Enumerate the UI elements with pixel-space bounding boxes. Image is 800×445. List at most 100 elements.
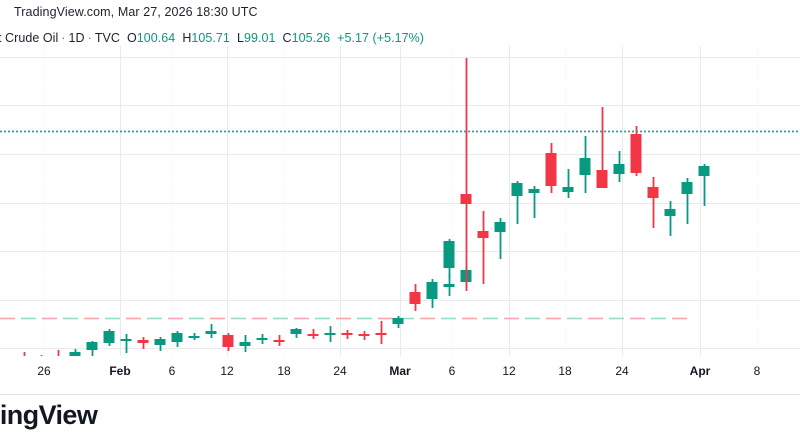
candle-body	[511, 183, 523, 196]
candle-body	[698, 166, 710, 176]
price-chart-plot[interactable]	[0, 46, 800, 356]
candle	[579, 136, 591, 193]
legend-close-key: C	[282, 31, 292, 45]
candle	[103, 329, 115, 346]
candle-body	[273, 340, 285, 342]
candle-body	[188, 336, 200, 338]
candle-body	[579, 158, 591, 175]
candle	[57, 350, 60, 356]
legend-symbol: ent Crude Oil	[0, 31, 59, 45]
candle	[562, 169, 574, 198]
candle-body	[205, 331, 217, 334]
candle-body	[358, 334, 370, 336]
x-axis-tick-label: 24	[615, 364, 629, 378]
candle-body	[69, 352, 81, 356]
legend-open-value: 100.64	[136, 31, 176, 45]
candle	[341, 330, 353, 339]
candle	[494, 218, 506, 259]
candle-body	[137, 340, 149, 343]
candle	[256, 334, 268, 344]
candle	[154, 337, 166, 351]
legend-high-value: 105.71	[191, 31, 230, 45]
candle-body	[630, 134, 642, 173]
candle-body	[222, 335, 234, 347]
candle-body	[239, 342, 251, 346]
chart-legend: ent Crude Oil·1D·TVCO100.64H105.71L99.01…	[0, 31, 424, 45]
tradingview-watermark: dingView	[0, 400, 98, 430]
legend-high-key: H	[182, 31, 192, 45]
candle-body	[460, 194, 472, 204]
candle	[596, 107, 608, 188]
candle	[358, 331, 370, 340]
candle-body	[681, 182, 693, 194]
candle	[86, 341, 98, 356]
candle-body	[545, 153, 557, 186]
source-attribution: TradingView.com, Mar 27, 2026 18:30 UTC	[14, 5, 258, 19]
candle	[188, 333, 200, 340]
candle	[205, 324, 217, 338]
candle-body	[392, 318, 404, 324]
x-axis-tick-label: 12	[502, 364, 516, 378]
candle-body	[647, 187, 659, 198]
candle	[681, 178, 693, 224]
candle-body	[256, 338, 268, 340]
candle-body	[324, 333, 336, 335]
candle	[511, 181, 523, 224]
candle-body	[375, 333, 387, 335]
candle	[137, 337, 149, 349]
candle	[392, 316, 404, 328]
x-axis-tick-label: 18	[558, 364, 572, 378]
candle-body	[562, 187, 574, 192]
candle-body	[477, 231, 489, 238]
candle	[613, 151, 625, 182]
candle-body	[290, 329, 302, 334]
candle	[443, 239, 455, 278]
candle-body	[307, 334, 319, 336]
candle-body	[443, 284, 455, 287]
legend-low-key: L	[236, 31, 244, 45]
candle	[273, 335, 285, 346]
candle	[307, 329, 319, 339]
x-axis-tick-label: 12	[220, 364, 234, 378]
candle-body	[120, 339, 132, 341]
candle	[647, 177, 659, 228]
candle	[528, 186, 540, 218]
x-axis-tick-label: 18	[277, 364, 291, 378]
legend-open-key: O	[126, 31, 137, 45]
candle-body	[528, 189, 540, 193]
candle-body	[443, 241, 455, 268]
legend-low-value: 99.01	[243, 31, 276, 45]
axis-separator	[0, 394, 800, 395]
candlestick-svg	[0, 46, 800, 356]
candle	[120, 334, 132, 353]
candle-body	[613, 164, 625, 174]
candle-body	[426, 282, 438, 299]
x-axis-tick-label: Feb	[109, 364, 131, 378]
candle-body	[171, 333, 183, 342]
time-axis[interactable]: 26 Feb 6 12 18 24 Mar 6 12 18 24 Apr 8	[0, 356, 800, 396]
x-axis-tick-label: 8	[753, 364, 761, 378]
candle	[426, 279, 438, 308]
candle	[545, 143, 557, 193]
candle-body	[86, 342, 98, 350]
legend-separator-2: ·	[87, 31, 92, 45]
candle	[23, 352, 26, 356]
candle-body	[154, 339, 166, 345]
candle-body	[494, 222, 506, 232]
candle	[171, 331, 183, 347]
x-axis-tick-label: 6	[448, 364, 456, 378]
candle-body	[409, 292, 421, 304]
legend-exchange: TVC	[94, 31, 120, 45]
x-axis-tick-label: 24	[333, 364, 347, 378]
legend-separator-1: ·	[61, 31, 66, 45]
candle	[409, 284, 421, 311]
candle-body	[103, 331, 115, 343]
candle	[290, 328, 302, 338]
candle	[324, 326, 336, 342]
candle	[698, 164, 710, 206]
x-axis-tick-label: Apr	[689, 364, 711, 378]
candle-body	[341, 333, 353, 335]
candle-body	[664, 209, 676, 216]
candle	[477, 211, 489, 284]
